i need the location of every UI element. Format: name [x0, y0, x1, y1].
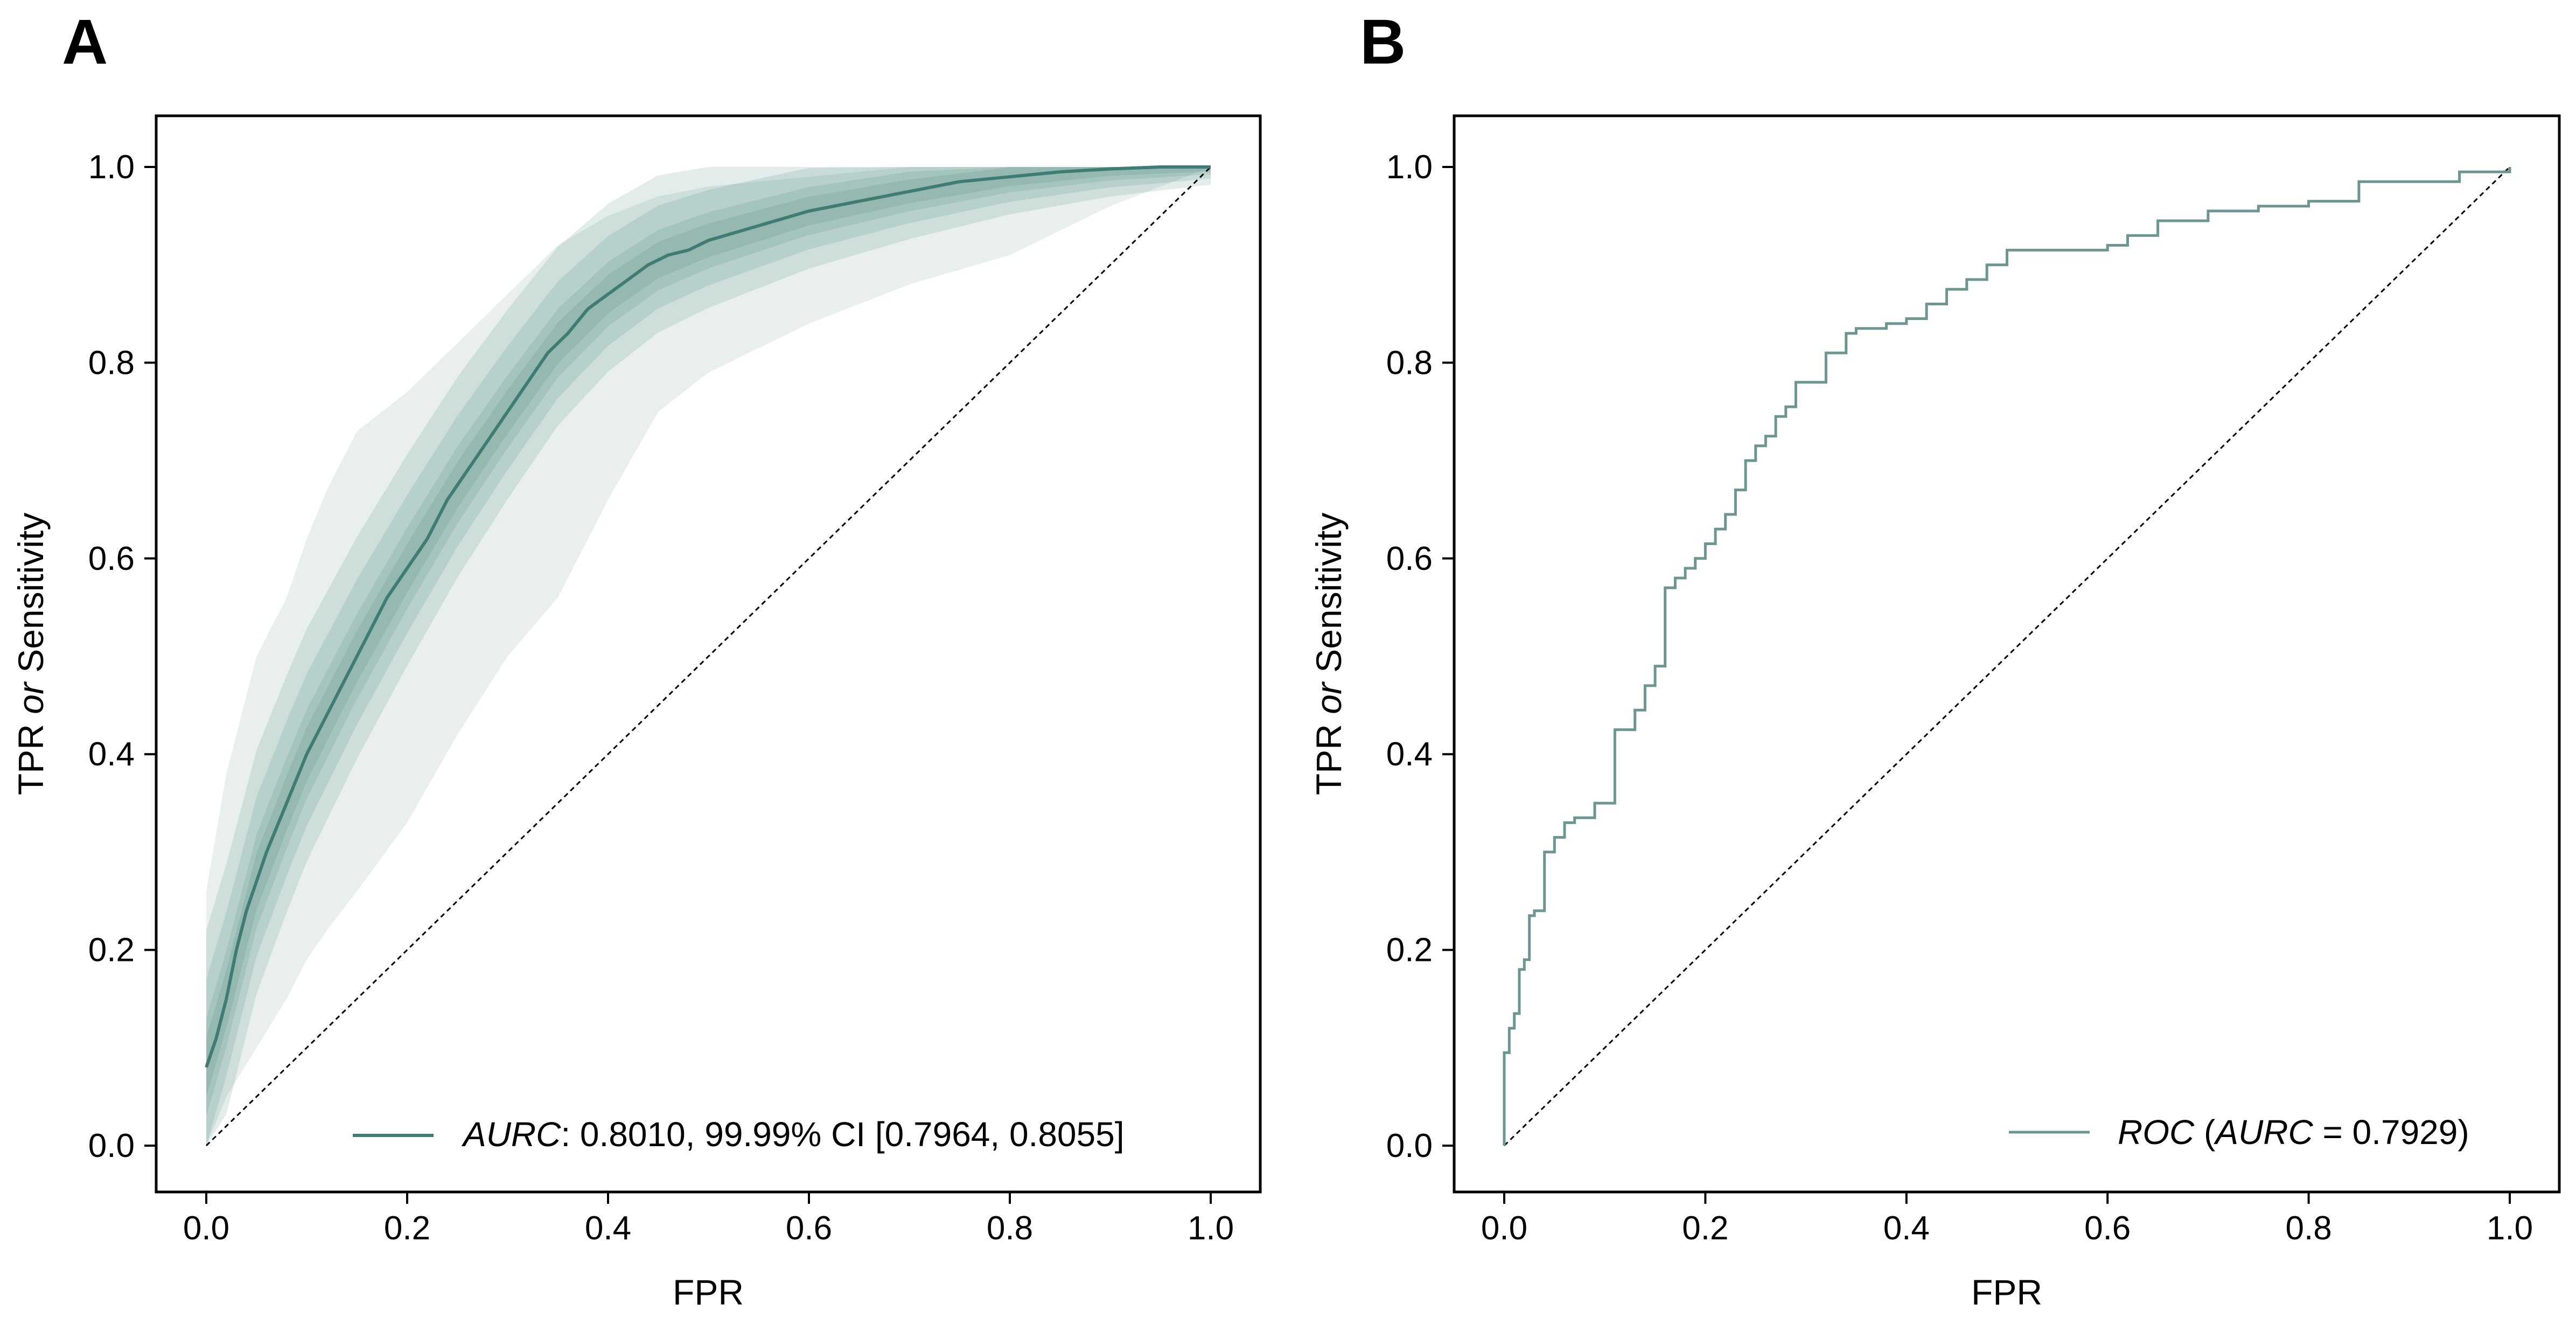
- panel-b-x-ticks: 0.0 0.2 0.4 0.6 0.8 1.0: [1481, 1192, 2533, 1247]
- y-tick-label: 0.2: [88, 932, 135, 969]
- panel-a-legend-label: AURC: 0.8010, 99.99% CI [0.7964, 0.8055]: [461, 1115, 1124, 1154]
- panel-b-plot-frame: [1453, 114, 2561, 1194]
- y-tick-label: 0.6: [1386, 540, 1433, 577]
- y-tick-label: 0.0: [88, 1127, 135, 1164]
- panel-a-legend-italic: AURC: [461, 1115, 561, 1154]
- panel-a-letter: A: [62, 6, 108, 78]
- panel-b: B 0.0 0.2 0.4 0.6 0.8 1.0 0.00.20.40.60.81.0 …: [1309, 6, 2561, 1312]
- x-tick-label: 0.2: [1682, 1210, 1728, 1247]
- x-tick-label: 1.0: [1188, 1210, 1234, 1247]
- panel-a-x-axis-label: FPR: [673, 1272, 744, 1312]
- panel-b-chance-diagonal: [1503, 166, 2511, 1147]
- panel-b-legend-italic2: AURC: [2213, 1113, 2313, 1152]
- y-tick-label: 0.8: [88, 344, 135, 381]
- x-tick-label: 0.4: [585, 1210, 631, 1247]
- x-tick-label: 0.0: [1481, 1210, 1527, 1247]
- panel-a-y-ticks: 0.0 0.2 0.4 0.6 0.8 1.0: [88, 149, 156, 1164]
- x-tick-label: 0.0: [183, 1210, 229, 1247]
- x-tick-label: 0.8: [2285, 1210, 2331, 1247]
- panel-b-y-label-prefix: TPR: [1309, 724, 1349, 795]
- panel-b-legend-mid: (: [2194, 1113, 2215, 1152]
- panel-a-legend-rest: : 0.8010, 99.99% CI [0.7964, 0.8055]: [561, 1115, 1124, 1154]
- x-tick-label: 0.6: [2084, 1210, 2131, 1247]
- panel-b-legend-italic: ROC: [2118, 1113, 2195, 1152]
- y-tick-label: 1.0: [1386, 149, 1433, 186]
- panel-a: A 0.0 0.2 0.4 0.6 0.8 1.0 0.00.20.40.60.81.0 …: [11, 6, 1262, 1312]
- panel-a-mean-roc-line: [205, 165, 1211, 1068]
- x-tick-label: 1.0: [2487, 1210, 2533, 1247]
- panel-a-legend: AURC: 0.8010, 99.99% CI [0.7964, 0.8055]: [353, 1115, 1124, 1154]
- panel-b-legend: ROC (AURC = 0.7929): [2009, 1113, 2469, 1152]
- x-tick-label: 0.4: [1883, 1210, 1930, 1247]
- panel-b-x-axis-label: FPR: [1971, 1272, 2042, 1312]
- y-tick-label: 0.4: [1386, 736, 1433, 773]
- panel-b-y-ticks: 0.0 0.2 0.4 0.6 0.8 1.0: [1386, 149, 1454, 1164]
- panel-a-chance-diagonal: [205, 166, 1212, 1147]
- panel-a-y-axis-label: TPR or Sensitivity: [11, 513, 51, 795]
- panel-a-y-label-prefix: TPR: [11, 724, 51, 795]
- panel-b-letter: B: [1360, 6, 1406, 78]
- y-tick-label: 0.2: [1386, 932, 1433, 969]
- panel-b-roc-step-line: [1503, 167, 2511, 1146]
- panel-a-y-label-italic: or: [11, 681, 51, 714]
- y-tick-label: 0.8: [1386, 344, 1433, 381]
- panel-b-y-label-italic: or: [1309, 681, 1349, 714]
- x-tick-label: 0.8: [987, 1210, 1033, 1247]
- panel-a-confidence-bands: [206, 167, 1211, 1146]
- y-tick-label: 0.4: [88, 736, 135, 773]
- panel-b-y-label-suffix: Sensitivity: [1309, 513, 1349, 673]
- x-tick-label: 0.6: [786, 1210, 832, 1247]
- panel-b-legend-label: ROC (AURC = 0.7929): [2118, 1113, 2469, 1152]
- confidence-band-outer: [206, 167, 1211, 1146]
- panel-b-legend-rest: = 0.7929): [2313, 1113, 2469, 1152]
- confidence-band-inner: [206, 167, 1211, 1146]
- y-tick-label: 0.6: [88, 540, 135, 577]
- y-tick-label: 1.0: [88, 149, 135, 186]
- panel-a-y-label-suffix: Sensitivity: [11, 513, 51, 673]
- panel-a-x-ticks: 0.0 0.2 0.4 0.6 0.8 1.0: [183, 1192, 1234, 1247]
- y-tick-label: 0.0: [1386, 1127, 1433, 1164]
- x-tick-label: 0.2: [384, 1210, 430, 1247]
- panel-a-plot-frame: [155, 114, 1262, 1194]
- panel-b-y-axis-label: TPR or Sensitivity: [1309, 513, 1349, 795]
